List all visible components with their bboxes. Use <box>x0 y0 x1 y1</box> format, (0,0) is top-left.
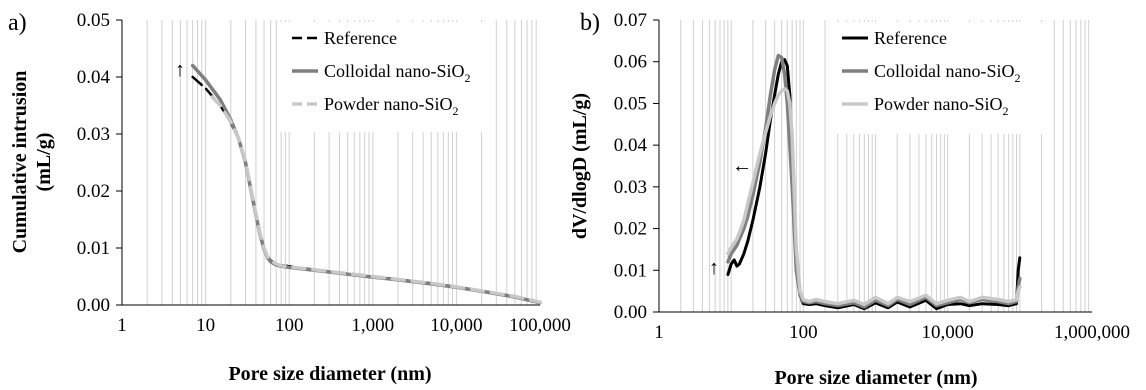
panel-b-x-tick-label: 10,000 <box>922 322 974 343</box>
panel-b-y-ticks: 0.00 0.01 0.02 0.03 0.04 0.05 0.06 0.07 <box>614 10 659 323</box>
panel-a-x-tick-label: 100 <box>275 315 304 336</box>
legend-label-subscript: 2 <box>1003 104 1009 118</box>
legend-label: Reference <box>874 28 947 48</box>
panel-b-letter: b) <box>580 10 600 36</box>
panel-a-letter: a) <box>8 10 27 36</box>
panel-a-y-tick-label: 0.05 <box>77 10 110 31</box>
panel-a-series-powder-nano-sio <box>210 95 542 304</box>
panel-a-y-ticks: 0.00 0.01 0.02 0.03 0.04 0.05 <box>77 10 122 316</box>
panel-a-x-tick-label: 1,000 <box>351 315 394 336</box>
legend-label-subscript: 2 <box>465 71 471 85</box>
panel-b-series <box>726 53 1022 311</box>
panel-a-y-axis-label-line2: (mL/g) <box>33 133 55 192</box>
panel-a-x-tick-label: 1 <box>117 315 127 336</box>
panel-b-y-tick-label: 0.00 <box>614 302 647 323</box>
panel-b-y-tick-label: 0.02 <box>614 219 647 240</box>
panel-b-x-tick-label: 1 <box>654 322 664 343</box>
panel-a-x-tick-label: 10 <box>196 315 215 336</box>
panel-a-arrow-annotation: ↑ <box>175 59 185 81</box>
panel-b-x-axis-label: Pore size diameter (nm) <box>774 367 977 389</box>
panel-b-y-tick-label: 0.04 <box>614 135 648 156</box>
panel-a-y-tick-label: 0.00 <box>77 295 110 316</box>
panel-b-x-tick-label: 100 <box>789 322 818 343</box>
panel-b-left-arrow-annotation: ← <box>732 155 752 177</box>
panel-b-x-ticks: 1 100 10,000 1,000,000 <box>654 322 1130 343</box>
panel-a-y-tick-label: 0.01 <box>77 238 110 259</box>
legend-label-subscript: 2 <box>453 104 459 118</box>
panel-a-y-tick-label: 0.03 <box>77 124 110 145</box>
panel-b-y-tick-label: 0.01 <box>614 260 647 281</box>
panel-a-y-tick-label: 0.04 <box>77 67 111 88</box>
panel-b-y-tick-label: 0.05 <box>614 93 647 114</box>
panel-a-legend-box <box>280 22 485 132</box>
panel-b-legend-box <box>830 22 1048 134</box>
panel-b-y-axis-label: dV/dlogD (mL/g) <box>569 93 591 239</box>
panel-b-x-tick-label: 1,000,000 <box>1054 322 1130 343</box>
panel-a-x-axis-label: Pore size diameter (nm) <box>228 363 431 385</box>
panel-a-x-tick-label: 10,000 <box>430 315 482 336</box>
panel-a: a) 0.000.010.020.030.040.05 1 10 100 1,000 1… <box>8 10 571 385</box>
panel-b: b) 0.00 0.01 0.02 0.03 0.04 0.05 0.06 0.07 1 100… <box>569 10 1130 389</box>
panel-b-up-arrow-annotation: ↑ <box>709 257 719 279</box>
legend-label: Reference <box>324 28 397 48</box>
panel-b-series-powder-nano-sio <box>726 87 1022 307</box>
panel-b-series-reference <box>726 58 1022 311</box>
panel-a-x-ticks: 1 10 100 1,000 10,000 100,000 <box>117 315 571 336</box>
panel-b-y-tick-label: 0.07 <box>614 10 647 31</box>
legend-label-subscript: 2 <box>1015 71 1021 85</box>
panel-b-y-tick-label: 0.03 <box>614 177 647 198</box>
panel-a-x-tick-label: 100,000 <box>509 315 571 336</box>
panel-a-y-tick-label: 0.02 <box>77 181 110 202</box>
panel-a-y-axis-label-line1: Cumulative intrusion <box>9 71 31 254</box>
panel-a-series <box>190 63 542 305</box>
panel-b-y-tick-label: 0.06 <box>614 52 647 73</box>
